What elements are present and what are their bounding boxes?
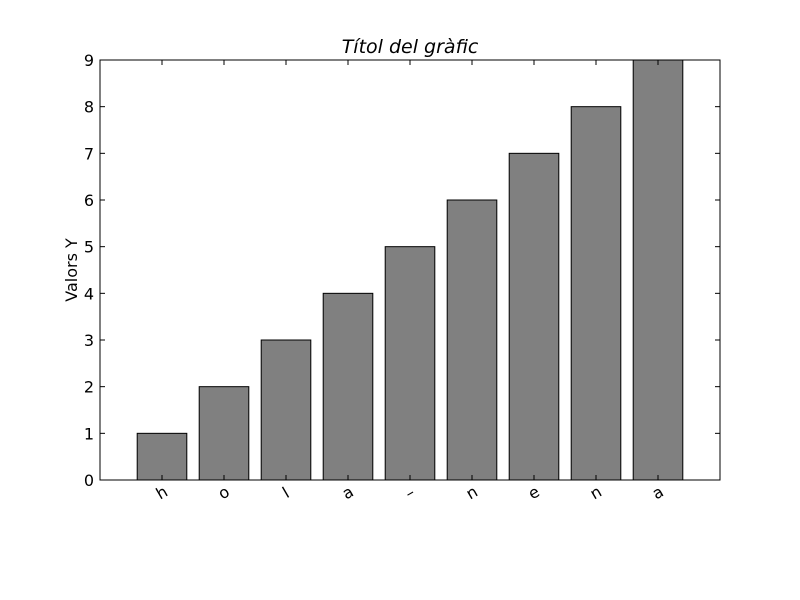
y-tick-label-1: 1 xyxy=(84,424,94,443)
bar-4 xyxy=(384,246,436,481)
y-tick-label-8: 8 xyxy=(84,98,94,117)
y-tick-label-6: 6 xyxy=(84,191,94,210)
plot-area-frame xyxy=(99,59,721,481)
bar-6 xyxy=(508,152,560,481)
y-axis-label: Valors Y xyxy=(62,238,81,302)
bar-0 xyxy=(136,432,188,481)
bars-group xyxy=(136,59,684,481)
bar-5 xyxy=(446,199,498,481)
bar-3 xyxy=(322,292,374,481)
chart-title: Títol del gràfic xyxy=(342,36,479,58)
bar-7 xyxy=(570,106,622,481)
bar-1 xyxy=(198,386,250,481)
y-tick-label-0: 0 xyxy=(84,471,94,490)
bar-8 xyxy=(632,59,684,481)
y-tick-label-2: 2 xyxy=(84,378,94,397)
y-axis-ticks: 0 1 2 3 4 5 6 7 8 9 xyxy=(84,51,720,490)
y-tick-label-4: 4 xyxy=(84,284,94,303)
y-tick-label-3: 3 xyxy=(84,331,94,350)
y-tick-label-5: 5 xyxy=(84,238,94,257)
y-tick-label-9: 9 xyxy=(84,51,94,70)
y-tick-label-7: 7 xyxy=(84,144,94,163)
bar-2 xyxy=(260,339,312,481)
